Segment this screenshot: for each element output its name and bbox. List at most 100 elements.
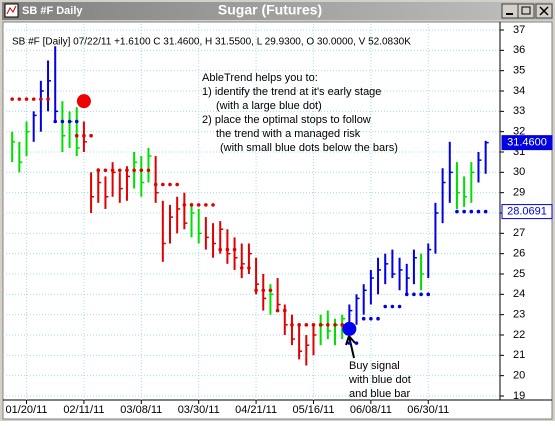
stop-dot — [168, 182, 172, 187]
stop-dot — [31, 97, 36, 101]
stop-dot — [146, 168, 151, 173]
y-tick-label: 19 — [513, 390, 525, 402]
stop-dot — [462, 209, 466, 214]
price-label-box — [501, 135, 553, 151]
stop-dot — [110, 168, 115, 173]
stop-dot — [383, 304, 388, 309]
window-title: SB #F Daily — [22, 5, 83, 17]
x-tick-label: 03/08/11 — [120, 404, 162, 416]
icon-graph — [6, 5, 17, 15]
stop-dot — [196, 203, 201, 207]
stop-dot — [153, 182, 158, 187]
chart-area — [2, 21, 553, 420]
stop-dot — [117, 168, 122, 173]
stop-dot — [204, 203, 208, 207]
x-tick-label: 06/30/11 — [407, 404, 449, 416]
stop-dot — [74, 119, 79, 124]
stop-dot — [426, 292, 431, 297]
price-label-box — [501, 204, 553, 220]
stop-dot — [369, 316, 373, 321]
stop-dot — [354, 341, 359, 345]
stop-dot — [254, 288, 258, 293]
buy-note-line: with blue dot — [348, 374, 411, 386]
stop-dot — [17, 97, 22, 101]
stop-dot — [211, 203, 215, 207]
stop-dot — [347, 341, 352, 345]
y-tick-label: 22 — [513, 329, 525, 341]
annotation-line: 1) identify the trend at it's early stag… — [202, 86, 381, 98]
stop-dot — [483, 209, 488, 214]
signal-dot — [76, 94, 91, 109]
x-tick-label: 01/20/11 — [6, 404, 48, 416]
minimize-button[interactable] — [501, 3, 519, 19]
y-tick-label: 26 — [513, 248, 525, 260]
stop-dot — [404, 292, 409, 297]
y-tick-label: 23 — [513, 309, 525, 321]
stop-dot — [376, 316, 380, 321]
stop-dot — [189, 203, 194, 207]
stop-dot — [476, 209, 481, 214]
stop-dot — [232, 247, 237, 252]
title-bar — [2, 2, 553, 20]
maximize-button[interactable] — [517, 3, 535, 19]
y-tick-label: 25 — [513, 268, 525, 280]
price-label: 31.4600 — [507, 137, 547, 149]
annotation-line: (with small blue dots below the bars) — [220, 142, 398, 154]
y-tick-label: 34 — [513, 85, 525, 97]
stop-dot — [412, 292, 416, 297]
stop-dot — [455, 209, 459, 214]
stop-dot — [239, 266, 244, 270]
stop-dot — [175, 182, 179, 187]
stop-dot — [46, 97, 50, 101]
stop-dot — [161, 182, 165, 187]
stop-dot — [67, 119, 72, 124]
annotation: AbleTrend helps you to: 1) identify the … — [202, 72, 398, 154]
stop-dot — [125, 168, 129, 173]
stop-dot — [297, 323, 301, 327]
annotation-line: AbleTrend helps you to: — [202, 72, 318, 84]
y-tick-label: 30 — [513, 166, 525, 178]
x-tick-label: 05/16/11 — [292, 404, 334, 416]
buy-arrow — [345, 335, 356, 359]
stop-dot — [103, 168, 108, 173]
y-tick-label: 21 — [513, 349, 525, 361]
annotation-line: 2) place the optimal stops to follow — [202, 114, 371, 126]
stop-dot — [419, 292, 423, 297]
stop-dot — [261, 288, 266, 293]
y-tick-label: 33 — [513, 105, 525, 117]
stop-dot — [311, 323, 316, 327]
price-label: 28.0691 — [507, 206, 547, 218]
stop-dot — [132, 168, 136, 173]
y-tick-label: 27 — [513, 227, 525, 239]
maximize-glyph — [521, 6, 531, 15]
stop-dot — [275, 308, 280, 313]
close-glyph — [539, 6, 549, 16]
x-tick-label: 03/30/11 — [178, 404, 220, 416]
stop-dot — [53, 119, 58, 124]
y-tick-label: 32 — [513, 126, 525, 138]
stop-dot — [218, 247, 223, 252]
stop-dot — [326, 323, 330, 327]
stop-dot — [39, 97, 43, 101]
stop-dot — [290, 323, 294, 327]
stop-dot — [333, 323, 337, 327]
stop-dot — [390, 304, 395, 309]
signal-dot — [342, 321, 357, 336]
y-tick-label: 36 — [513, 44, 525, 56]
stop-dot — [182, 203, 187, 207]
stop-dot — [397, 304, 402, 309]
stop-dot — [282, 308, 287, 313]
stop-dot — [304, 323, 309, 327]
stop-dot — [10, 97, 14, 101]
buy-note-line: Buy signal — [349, 360, 400, 372]
stop-dot — [268, 288, 273, 293]
stop-dot — [24, 97, 29, 101]
stop-dot — [139, 168, 144, 173]
stop-dot — [318, 323, 323, 327]
annotation-line: the trend with a managed risk — [216, 128, 361, 140]
stop-dot — [247, 266, 251, 270]
x-tick-label: 06/08/11 — [350, 404, 392, 416]
x-tick-label: 04/21/11 — [235, 404, 277, 416]
y-tick-label: 20 — [513, 370, 525, 382]
